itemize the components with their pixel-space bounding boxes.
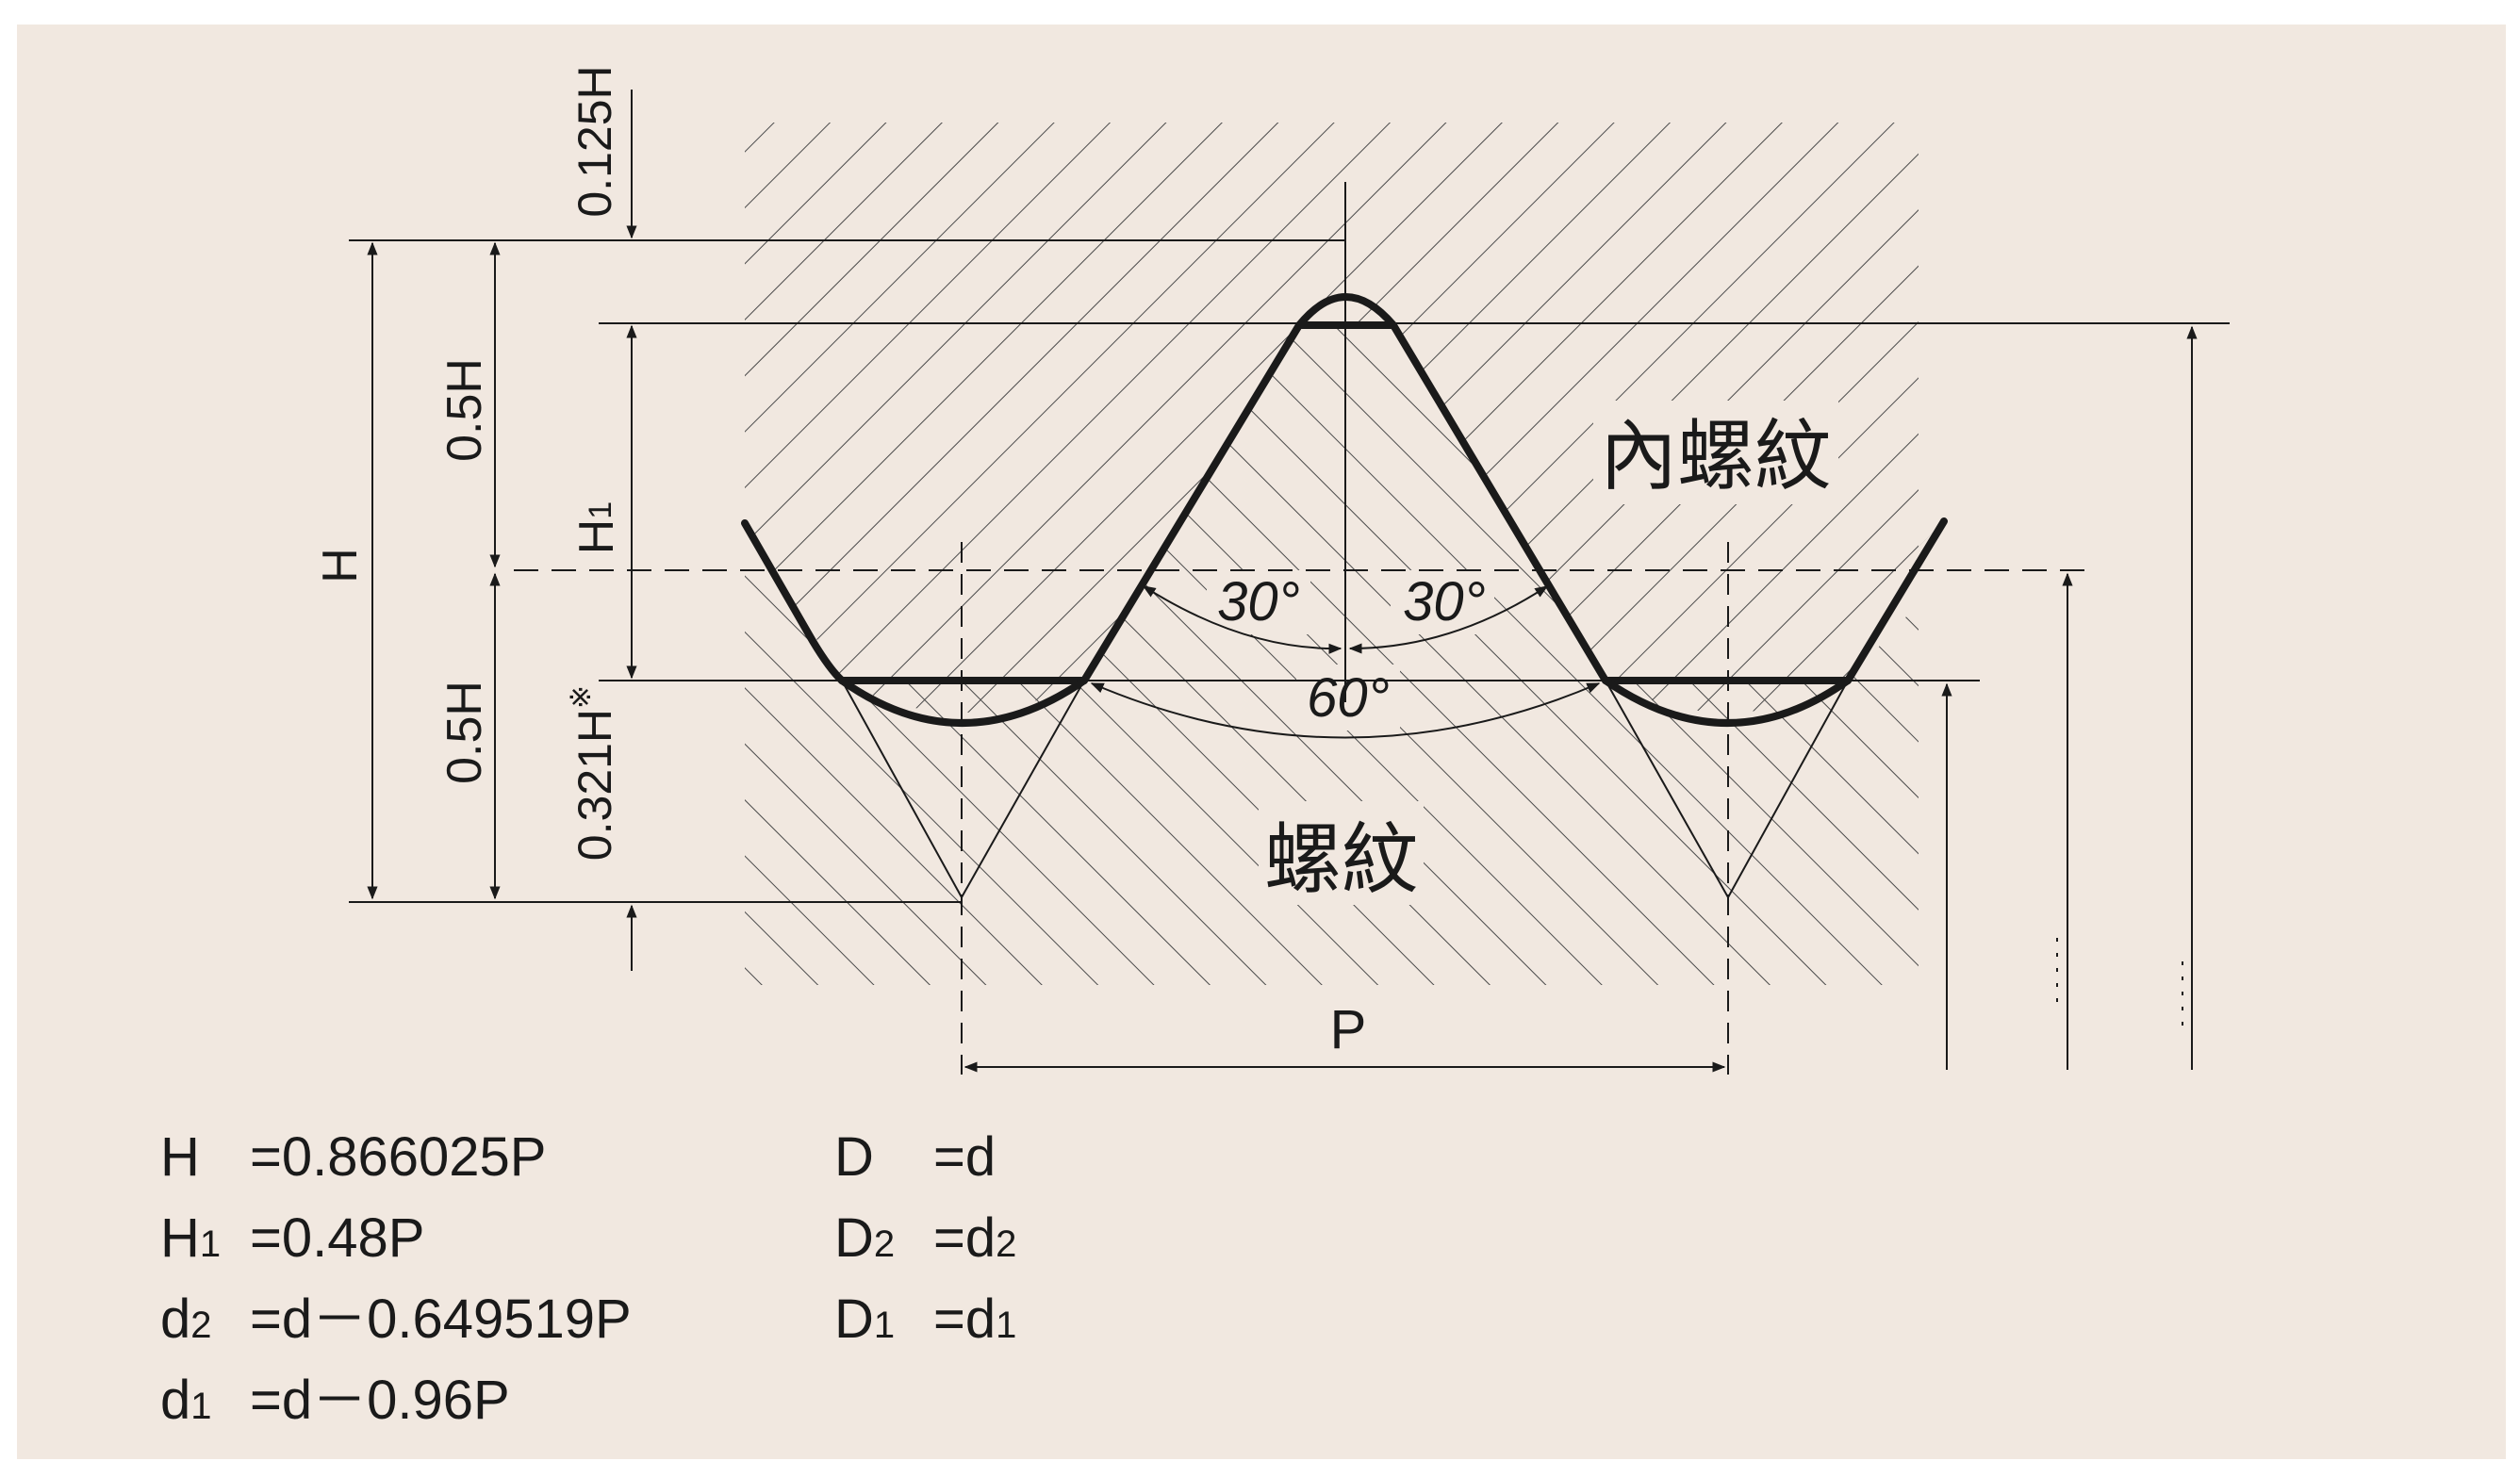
formula-D1: D1 =d1 [834, 1289, 1016, 1350]
label-h-total: H [313, 548, 368, 583]
angle-label-mask-full [1296, 665, 1400, 730]
label-external-thread: 螺紋 [1264, 815, 1419, 905]
angle-arc-full [1090, 682, 1601, 739]
formula-d2: d2 =d－0.649519P [160, 1289, 632, 1350]
formula-D: D =d [834, 1126, 996, 1188]
dimension-lines-left [367, 90, 637, 971]
fundamental-triangle [841, 680, 1849, 898]
label-0125h: 0.125H [568, 65, 621, 217]
formula-D2: D2 =d2 [834, 1207, 1016, 1269]
thread-profile [741, 293, 1948, 727]
break-marks [2056, 938, 2183, 1027]
formula-list: H =0.866025P H1 =0.48P d2 =d－0.649519P d1 =d… [160, 1126, 1016, 1431]
label-0321h-mark: ※ [566, 685, 597, 709]
angle-arcs [1090, 585, 1601, 739]
label-0321h: 0.321H※ [566, 685, 621, 861]
label-h1-subscript: 1 [583, 501, 618, 519]
formula-h1: H1 =0.48P [160, 1207, 424, 1269]
formula-h: H =0.866025P [160, 1126, 546, 1188]
label-h1: H1 [569, 501, 624, 554]
angle-arc-right [1348, 585, 1549, 654]
external-label-mask [1259, 801, 1424, 905]
label-angle-full: 60° [1307, 667, 1390, 729]
angle-arc-left [1142, 585, 1342, 654]
formula-d1: d1 =d－0.96P [160, 1370, 510, 1431]
label-05h-bottom: 0.5H [437, 681, 492, 784]
label-angle-left: 30° [1217, 571, 1300, 632]
internal-label-mask [1593, 401, 1838, 504]
dimension-lines-right [1941, 325, 2198, 1070]
label-internal-thread: 內螺紋 [1600, 412, 1832, 501]
label-pitch: P [1330, 999, 1367, 1060]
label-05h-top: 0.5H [437, 358, 492, 462]
label-angle-right: 30° [1403, 571, 1486, 632]
